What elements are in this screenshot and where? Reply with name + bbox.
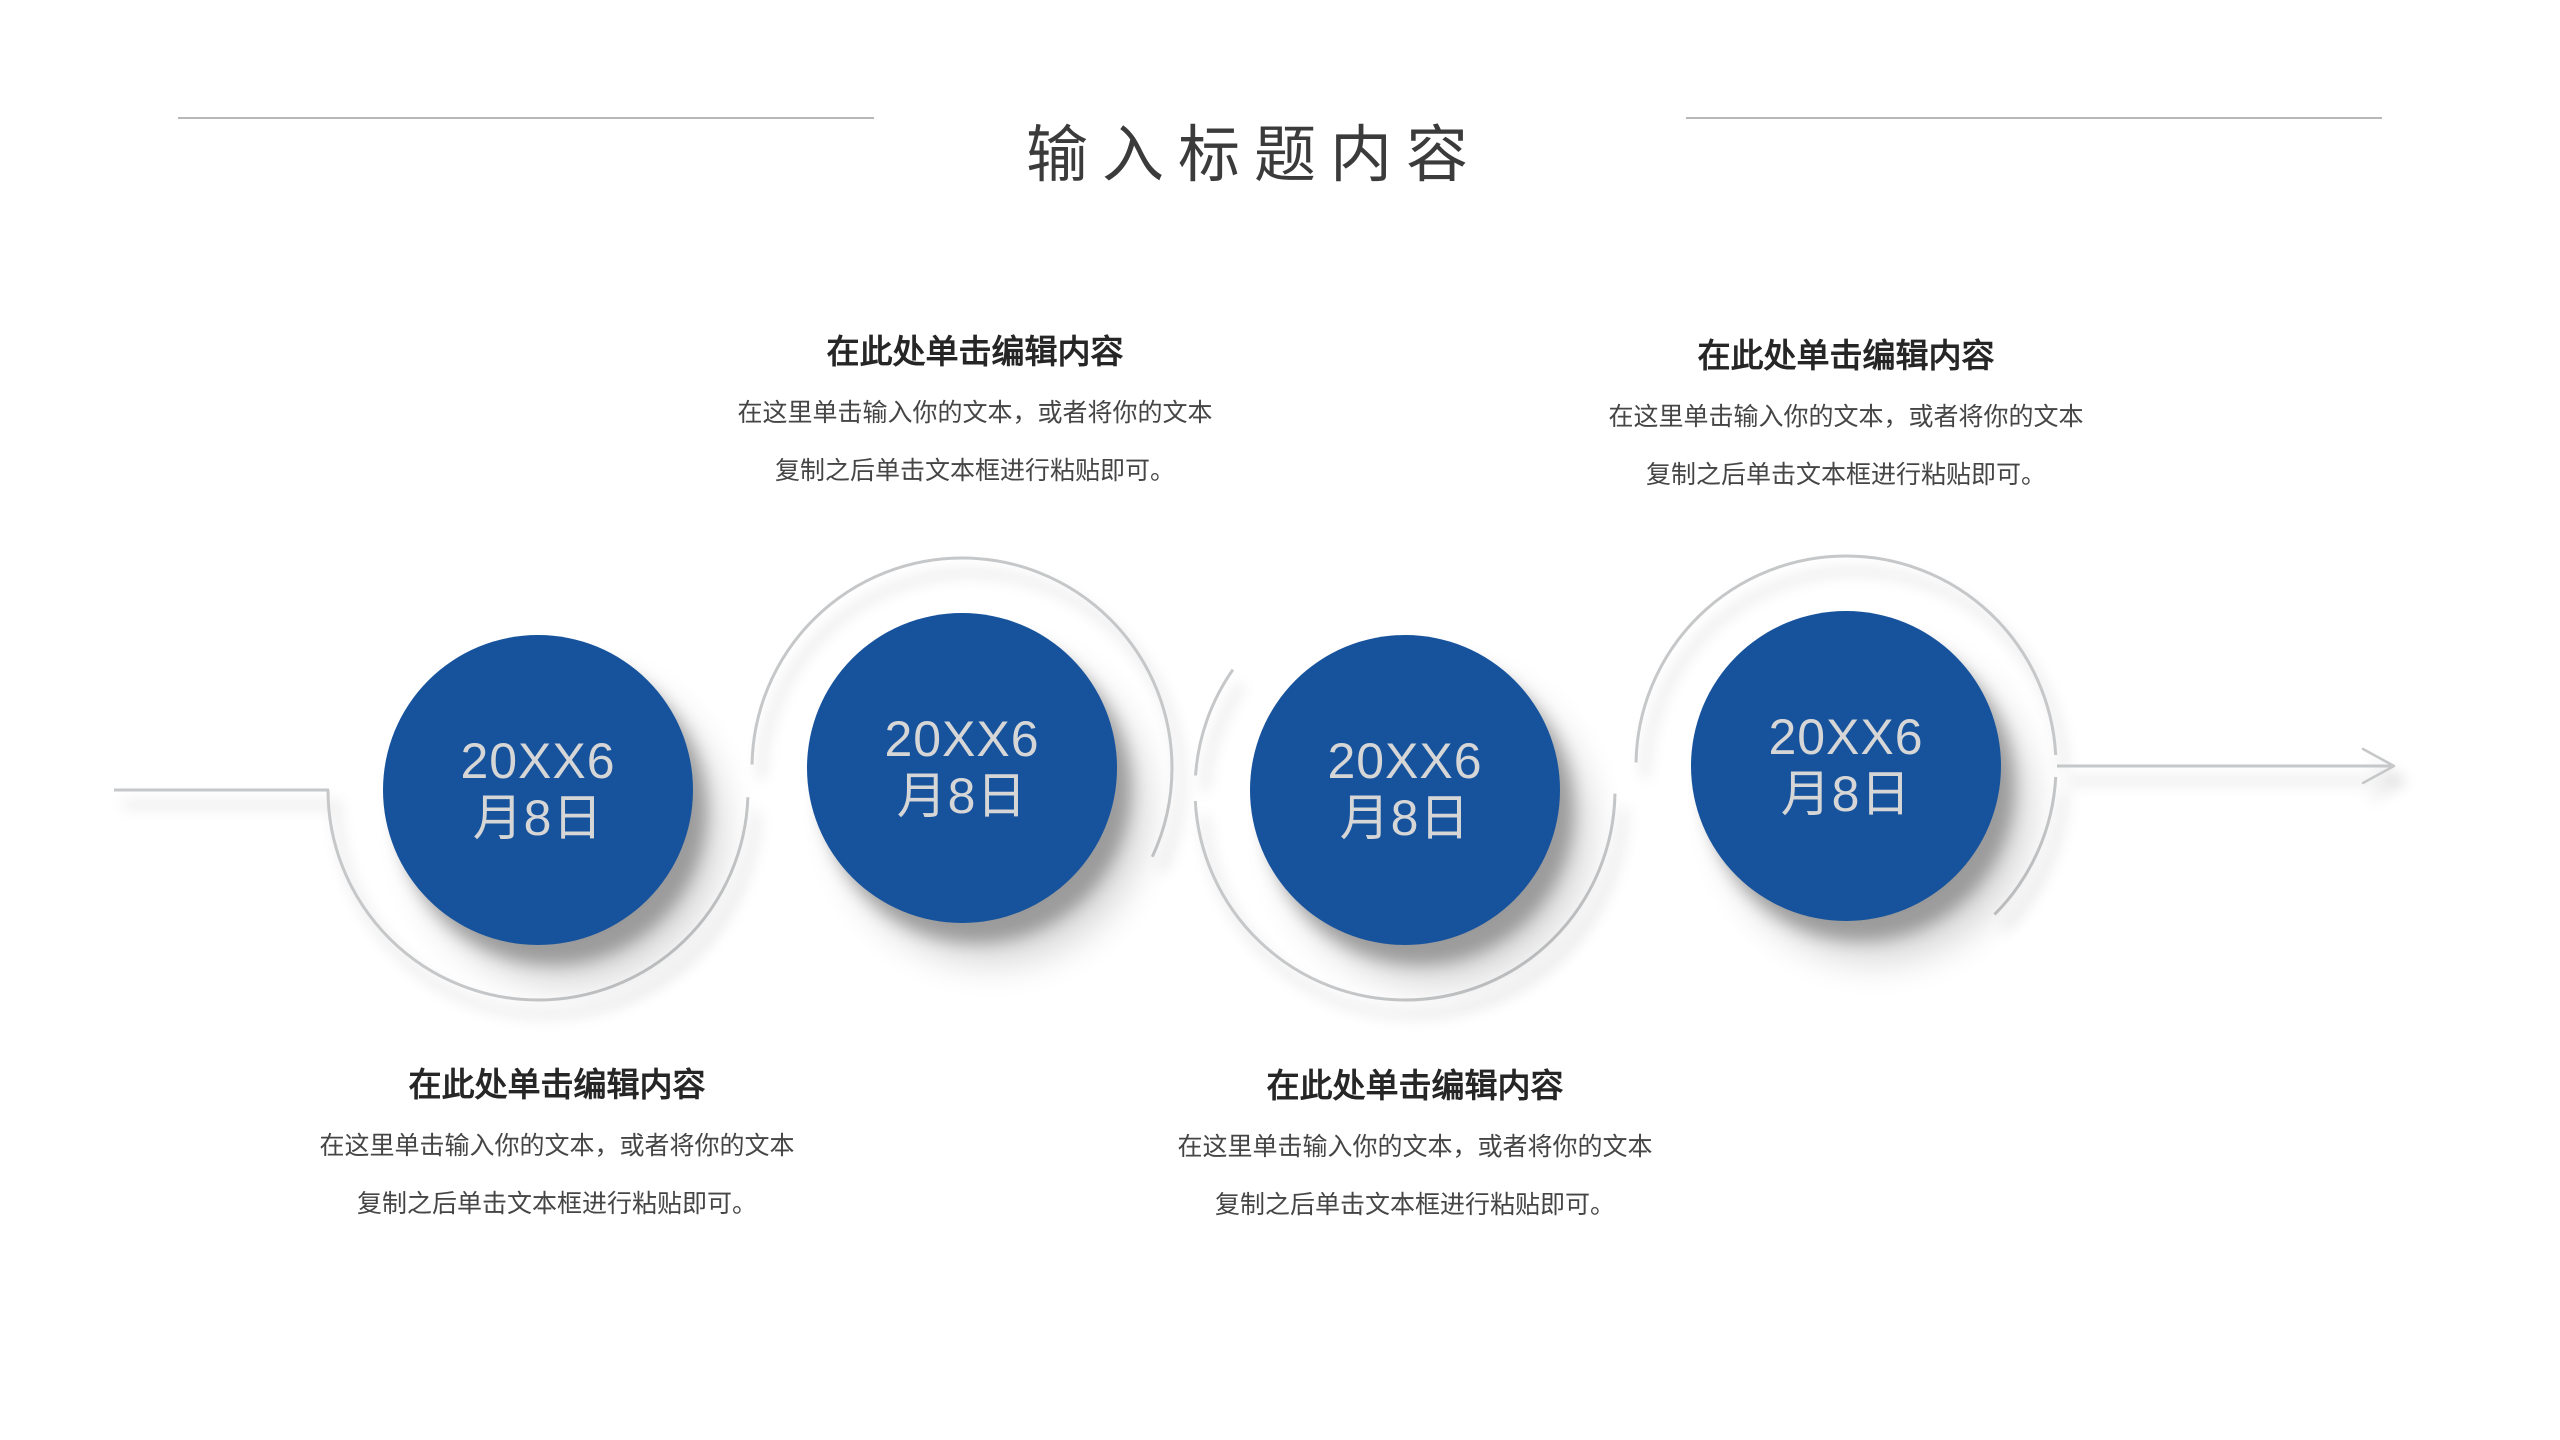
callout-below-node-3[interactable]: 在此处单击编辑内容 在这里单击输入你的文本，或者将你的文本 复制之后单击文本框进…	[1115, 1064, 1715, 1220]
connector-loop-2	[750, 556, 1174, 980]
callout-above-node-2[interactable]: 在此处单击编辑内容 在这里单击输入你的文本，或者将你的文本 复制之后单击文本框进…	[675, 330, 1275, 486]
callout-body-line1: 在这里单击输入你的文本，或者将你的文本	[1608, 403, 2084, 431]
callout-above-node-4[interactable]: 在此处单击编辑内容 在这里单击输入你的文本，或者将你的文本 复制之后单击文本框进…	[1546, 334, 2146, 490]
timeline-node-1[interactable]: 20XX6 月8日	[383, 635, 693, 945]
callout-body-line2: 复制之后单击文本框进行粘贴即可。	[774, 457, 1175, 485]
callout-heading: 在此处单击编辑内容	[1697, 337, 1995, 374]
callout-below-node-1[interactable]: 在此处单击编辑内容 在这里单击输入你的文本，或者将你的文本 复制之后单击文本框进…	[257, 1063, 857, 1219]
node-date-line1: 20XX6	[1327, 733, 1483, 789]
connector-loop-1	[326, 578, 750, 1002]
callout-heading: 在此处单击编辑内容	[1266, 1067, 1564, 1104]
node-date-line2: 月8日	[1780, 766, 1912, 822]
node-date-line2: 月8日	[1339, 790, 1471, 846]
title-rule-right	[1686, 117, 2382, 119]
connector-loop-3	[1193, 578, 1617, 1002]
callout-heading: 在此处单击编辑内容	[826, 333, 1124, 370]
callout-body-line2: 复制之后单击文本框进行粘贴即可。	[1645, 461, 2046, 489]
node-date-line1: 20XX6	[1768, 709, 1924, 765]
flow-arrow-icon	[2361, 747, 2396, 785]
node-date-line2: 月8日	[472, 790, 604, 846]
callout-body-line1: 在这里单击输入你的文本，或者将你的文本	[1177, 1133, 1653, 1161]
callout-heading: 在此处单击编辑内容	[408, 1066, 706, 1103]
page-title: 输入标题内容	[1025, 117, 1482, 191]
title-rule-left	[178, 117, 874, 119]
node-date-line2: 月8日	[896, 768, 1028, 824]
node-date-line1: 20XX6	[884, 711, 1040, 767]
connector-loop-4	[1634, 554, 2058, 978]
callout-body-line2: 复制之后单击文本框进行粘贴即可。	[356, 1190, 757, 1218]
timeline-node-2[interactable]: 20XX6 月8日	[807, 613, 1117, 923]
callout-body-line1: 在这里单击输入你的文本，或者将你的文本	[319, 1132, 795, 1160]
callout-body-line2: 复制之后单击文本框进行粘贴即可。	[1214, 1191, 1615, 1219]
callout-body-line1: 在这里单击输入你的文本，或者将你的文本	[737, 399, 1213, 427]
node-date-line1: 20XX6	[460, 733, 616, 789]
timeline-node-3[interactable]: 20XX6 月8日	[1250, 635, 1560, 945]
timeline-node-4[interactable]: 20XX6 月8日	[1691, 611, 2001, 921]
